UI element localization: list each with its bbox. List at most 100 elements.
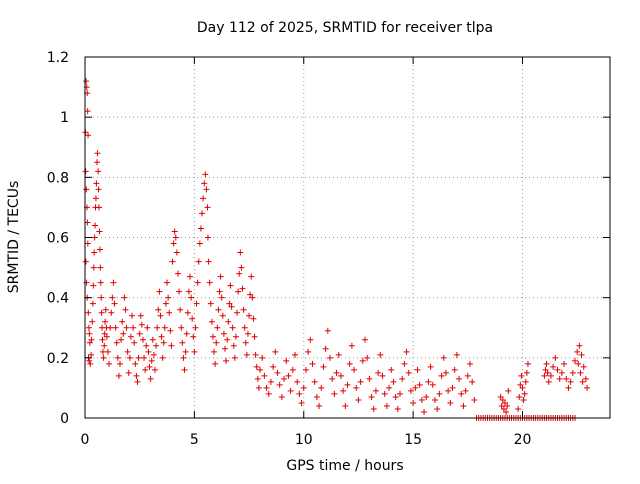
data-point xyxy=(96,204,102,211)
data-point xyxy=(311,378,318,385)
data-point xyxy=(381,390,388,397)
data-point xyxy=(195,258,202,265)
data-point xyxy=(98,294,105,301)
axis-ticks: 0 0.2 0.4 0.6 0.8 1 1.2 0 5 10 15 20 xyxy=(47,50,610,448)
data-point xyxy=(505,387,512,394)
data-point xyxy=(230,342,237,349)
data-point xyxy=(127,333,134,340)
data-point xyxy=(95,168,102,175)
data-point xyxy=(131,339,138,346)
data-point xyxy=(121,294,128,301)
data-point xyxy=(255,384,262,391)
data-point xyxy=(123,324,130,331)
data-point xyxy=(159,354,166,361)
data-point xyxy=(497,393,504,400)
data-point xyxy=(281,375,288,382)
data-point xyxy=(180,354,187,361)
data-point xyxy=(519,384,526,391)
data-point xyxy=(567,378,574,385)
data-point xyxy=(184,309,191,316)
data-point xyxy=(82,168,89,175)
data-point xyxy=(355,396,362,403)
data-point xyxy=(440,354,447,361)
data-point xyxy=(368,393,375,400)
data-point xyxy=(174,270,181,277)
grid-layer xyxy=(85,57,610,418)
data-point xyxy=(102,318,109,325)
data-point xyxy=(316,402,323,409)
x-tick-label: 5 xyxy=(190,432,199,448)
data-point xyxy=(362,336,368,343)
data-point xyxy=(327,354,333,361)
data-point xyxy=(523,369,530,376)
data-point xyxy=(167,327,174,334)
data-point xyxy=(90,264,97,271)
data-point xyxy=(161,324,168,331)
chart-title: Day 112 of 2025, SRMTID for receiver tlp… xyxy=(197,20,493,36)
data-point xyxy=(137,312,144,319)
data-point xyxy=(254,375,261,382)
data-point xyxy=(289,366,296,373)
data-point xyxy=(136,330,143,337)
data-point xyxy=(248,273,255,280)
data-point xyxy=(294,378,301,385)
data-point xyxy=(103,333,110,340)
data-point xyxy=(399,375,406,382)
data-point xyxy=(460,402,467,409)
data-point xyxy=(359,357,366,364)
data-point xyxy=(217,273,224,280)
data-point xyxy=(554,366,561,373)
data-point xyxy=(178,324,185,331)
data-point xyxy=(521,390,528,397)
data-point xyxy=(84,240,91,247)
data-point xyxy=(296,390,303,397)
data-point xyxy=(552,354,559,361)
data-point xyxy=(241,324,248,331)
data-point xyxy=(499,396,506,403)
data-point xyxy=(238,264,245,271)
data-point xyxy=(150,351,157,358)
data-point xyxy=(544,369,551,376)
data-point xyxy=(427,363,434,370)
data-point xyxy=(106,360,113,367)
data-point xyxy=(229,324,236,331)
data-point xyxy=(576,342,583,349)
data-point xyxy=(99,348,106,355)
data-point xyxy=(243,351,250,358)
data-point xyxy=(84,108,91,115)
data-point xyxy=(126,354,133,361)
data-point xyxy=(134,378,141,385)
data-point xyxy=(377,351,384,358)
data-point xyxy=(263,384,270,391)
data-point xyxy=(394,405,401,412)
data-point xyxy=(236,270,243,277)
data-point xyxy=(153,342,160,349)
data-point xyxy=(86,339,93,346)
data-point xyxy=(251,333,258,340)
data-point xyxy=(429,381,436,388)
data-point xyxy=(421,408,428,415)
data-point xyxy=(237,249,244,256)
data-point xyxy=(386,384,393,391)
data-point xyxy=(547,372,554,379)
data-point xyxy=(572,357,578,364)
data-point xyxy=(252,351,259,358)
data-point xyxy=(558,369,565,376)
data-point xyxy=(337,372,344,379)
data-point xyxy=(401,360,408,367)
data-point xyxy=(160,339,167,346)
data-point xyxy=(156,288,163,295)
data-point xyxy=(164,279,171,286)
data-point xyxy=(200,195,207,202)
data-point xyxy=(575,360,582,367)
data-point xyxy=(235,288,242,295)
data-point xyxy=(434,405,441,412)
data-point xyxy=(274,369,281,376)
data-point xyxy=(267,378,274,385)
data-point xyxy=(91,249,98,256)
data-point xyxy=(215,306,222,313)
data-point xyxy=(397,390,403,397)
data-point xyxy=(242,339,249,346)
x-tick-label: 10 xyxy=(295,432,313,448)
data-point xyxy=(203,186,210,193)
